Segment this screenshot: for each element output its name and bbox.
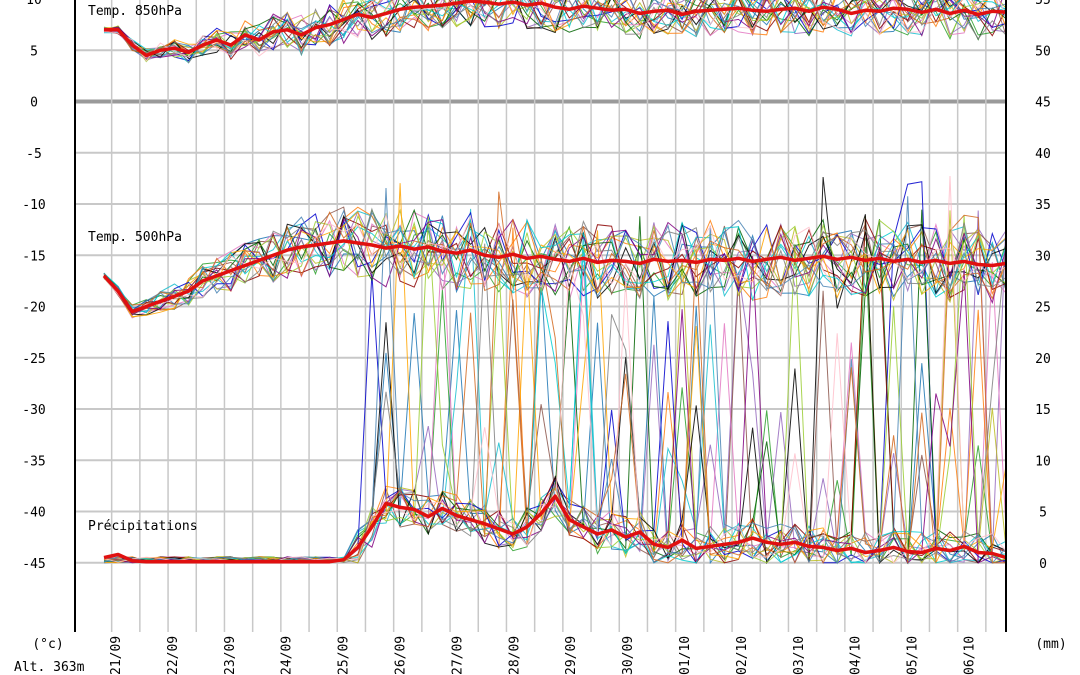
x-tick-label: 30/09 [621, 636, 636, 675]
y-tick-left: -25 [22, 352, 45, 367]
x-tick-label: 26/09 [394, 636, 409, 675]
y-tick-left: -10 [22, 198, 45, 213]
member-line [103, 217, 1007, 316]
member-line [103, 0, 1007, 64]
x-tick-label: 21/09 [109, 636, 124, 675]
labels: 1050-5-10-15-20-25-30-35-40-455550454035… [14, 0, 1067, 675]
member-line [103, 0, 987, 58]
y-tick-left: -20 [22, 301, 45, 316]
x-tick-label: 22/09 [166, 636, 181, 675]
y-tick-left: -40 [22, 506, 45, 521]
altitude-label: Alt. 363m [14, 660, 85, 675]
y-tick-right: 25 [1035, 301, 1051, 316]
mean-series [102, 0, 1007, 564]
y-tick-right: 55 [1035, 0, 1051, 8]
y-tick-right: 35 [1035, 198, 1051, 213]
member-line [103, 0, 1003, 58]
x-tick-label: 29/09 [564, 636, 579, 675]
member-line [103, 211, 1007, 306]
member-line [103, 0, 1007, 61]
x-tick-label: 02/10 [735, 636, 750, 675]
x-tick-label: 05/10 [906, 636, 921, 675]
x-tick-label: 04/10 [849, 636, 864, 675]
y-tick-right: 0 [1039, 557, 1047, 572]
y-tick-right: 30 [1035, 249, 1051, 264]
grid [75, 0, 1006, 632]
y-tick-left: -45 [22, 557, 45, 572]
series-line-0 [104, 0, 1007, 58]
member-line [103, 206, 1007, 315]
left-unit-label: (°c) [32, 637, 63, 652]
member-line [103, 278, 1007, 565]
y-tick-left: 0 [30, 96, 38, 111]
x-tick-label: 06/10 [963, 636, 978, 675]
x-tick-label: 24/09 [280, 636, 295, 675]
member-line [103, 0, 1007, 64]
y-tick-right: 5 [1039, 506, 1047, 521]
y-tick-right: 45 [1035, 96, 1051, 111]
series-label: Temp. 850hPa [88, 4, 182, 19]
x-tick-label: 03/10 [792, 636, 807, 675]
member-line [103, 0, 1007, 62]
y-tick-left: -35 [22, 454, 45, 469]
member-line [103, 208, 1007, 312]
axes [74, 0, 1007, 632]
series-label: Temp. 500hPa [88, 230, 182, 245]
y-tick-left: 10 [26, 0, 42, 8]
member-line [103, 233, 1007, 564]
member-line [103, 218, 1007, 313]
y-tick-right: 50 [1035, 44, 1051, 59]
member-line [103, 276, 1007, 564]
x-tick-label: 23/09 [223, 636, 238, 675]
y-tick-right: 40 [1035, 147, 1051, 162]
member-line [103, 207, 1007, 310]
y-tick-right: 20 [1035, 352, 1051, 367]
y-tick-left: 5 [30, 44, 38, 59]
series-line-2 [103, 494, 1007, 564]
y-tick-right: 10 [1035, 454, 1051, 469]
member-line [104, 245, 1007, 564]
x-tick-label: 27/09 [450, 636, 465, 675]
y-tick-left: -15 [22, 249, 45, 264]
y-tick-right: 15 [1035, 403, 1051, 418]
member-line [103, 211, 1007, 319]
member-line [103, 213, 1007, 313]
x-tick-label: 01/10 [678, 636, 693, 675]
right-unit-label: (mm) [1035, 637, 1066, 652]
series-line-1 [102, 239, 1007, 314]
x-tick-label: 25/09 [337, 636, 352, 675]
series-label: Précipitations [88, 519, 198, 534]
member-line [103, 240, 1007, 564]
x-tick-label: 28/09 [507, 636, 522, 675]
y-tick-left: -30 [22, 403, 45, 418]
ensemble-members [103, 0, 1007, 565]
y-tick-left: -5 [26, 147, 42, 162]
